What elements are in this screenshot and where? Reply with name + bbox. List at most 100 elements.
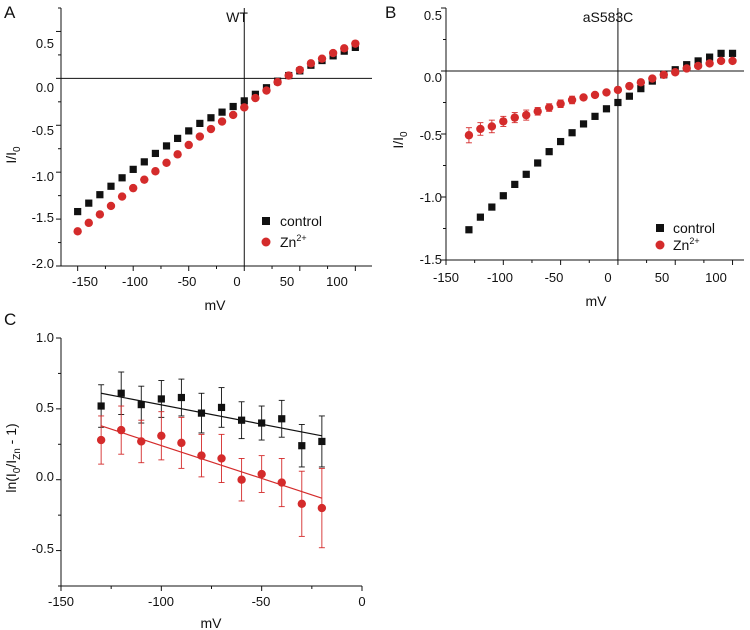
panel-b-zn-point xyxy=(648,74,657,83)
panel-a-legend-zn-main: Zn xyxy=(280,234,296,250)
panel-b-control-point xyxy=(522,170,530,178)
panel-c-y-label-sub1: 0 xyxy=(12,467,23,473)
panel-c-x-axis-label: mV xyxy=(201,615,223,630)
panel-a-axes xyxy=(56,7,372,271)
panel-c-y-tick-label: -0.5 xyxy=(32,541,54,556)
panel-b-zn-point xyxy=(693,61,703,71)
panel-b-x-ticks: -150 -100 -50 0 50 100 xyxy=(433,270,727,285)
panel-b-x-axis-label: mV xyxy=(586,293,608,309)
panel-c-y-label-sub2: Zn xyxy=(12,448,23,460)
panel-b-control-point xyxy=(614,98,622,107)
panel-b-legend-zn-label: Zn2+ xyxy=(673,236,700,253)
panel-b-control-point xyxy=(694,57,702,65)
panel-b-zn-point xyxy=(705,59,714,68)
panel-b-x-tick-label: 0 xyxy=(604,270,611,285)
panel-a-zn-point xyxy=(162,158,171,167)
panel-b-zn-point xyxy=(625,81,634,91)
panel-b-zn-point xyxy=(579,93,588,102)
panel-b-zn-point xyxy=(476,124,485,134)
panel-a-zn-point xyxy=(262,86,271,95)
panel-c-zn-point xyxy=(137,437,146,446)
panel-b-y-axis-label: I/I0 xyxy=(390,131,410,149)
panel-a-zn-point xyxy=(251,93,260,103)
panel-a-control-point xyxy=(129,165,137,173)
panel-a-x-tick-label: -150 xyxy=(72,274,98,289)
panel-a-x-tick-label: 100 xyxy=(326,274,348,289)
panel-c-control-point xyxy=(318,437,326,446)
panel-b-zn-point xyxy=(544,103,554,112)
panel-c-zn-point xyxy=(297,499,306,509)
panel-a-zn-point xyxy=(340,44,349,53)
panel-a-control-point xyxy=(229,102,237,111)
panel-c-control-point xyxy=(197,409,206,417)
panel-a-y-tick-label: -1.5 xyxy=(32,210,54,225)
panel-b-control-point xyxy=(728,49,737,57)
panel-b-plot-area xyxy=(464,49,737,234)
panel-b-legend-control-label: control xyxy=(673,220,715,236)
panel-b-legend-control-marker xyxy=(656,224,664,232)
panel-a-control-point xyxy=(240,97,248,105)
panel-b-control-point xyxy=(476,213,484,221)
panel-c-zn-fit-line xyxy=(100,425,323,499)
panel-c-y-ticks: -0.5 0.0 0.5 1.0 xyxy=(32,330,54,556)
panel-b-legend-zn-sup: 2+ xyxy=(689,236,699,246)
panel-c-y-tick-label: 0.5 xyxy=(36,400,54,415)
panel-c: C -0.5 0.0 0.5 1.0 -150 -100 -50 0 mV ln… xyxy=(3,310,366,630)
panel-c-x-tick-label: 0 xyxy=(358,594,365,609)
panel-b-control-point xyxy=(534,159,542,167)
panel-c-zn-point xyxy=(277,478,286,487)
panel-c-zn-point xyxy=(177,438,186,448)
panel-b-y-tick-label: 0.5 xyxy=(424,8,442,23)
panel-c-control-point xyxy=(298,442,306,450)
panel-b-x-tick-label: -100 xyxy=(487,270,513,285)
panel-c-zn-point xyxy=(317,503,327,513)
panel-a-letter: A xyxy=(4,3,16,22)
panel-c-axes xyxy=(56,337,363,591)
panel-a-zn-point xyxy=(84,218,93,228)
panel-c-control-point xyxy=(117,389,125,397)
panel-b-control-point xyxy=(706,53,714,61)
panel-c-x-tick-label: -50 xyxy=(252,594,271,609)
panel-a-control-point xyxy=(74,207,82,216)
panel-a-control-point xyxy=(174,134,182,143)
panel-a-y-axis-label: I/I0 xyxy=(3,146,23,164)
panel-c-zn-point xyxy=(197,451,206,460)
panel-b-y-ticks: -1.5 -1.0 -0.5 0.0 0.5 xyxy=(420,8,442,267)
panel-b-zn-point xyxy=(671,68,680,77)
panel-c-y-tick-label: 0.0 xyxy=(36,469,54,484)
panel-a-y-label-sub: 0 xyxy=(12,146,23,152)
panel-b-control-point xyxy=(488,203,496,211)
panel-a-y-ticks: -2.0 -1.5 -1.0 -0.5 0.0 0.5 xyxy=(32,36,54,271)
panel-b-control-point xyxy=(602,105,611,113)
panel-a-zn-point xyxy=(151,167,160,176)
panel-c-y-label-post: - 1) xyxy=(3,423,19,448)
panel-a-y-tick-label: -1.0 xyxy=(32,169,54,184)
panel-b-zn-point xyxy=(533,107,542,116)
panel-c-y-label-mid: /I xyxy=(3,460,19,468)
panel-b-control-point xyxy=(557,137,565,146)
panel-a-x-tick-label: 50 xyxy=(280,274,294,289)
panel-b-control-point xyxy=(717,49,725,57)
panel-a-zn-point xyxy=(173,150,182,159)
panel-a-zn-point xyxy=(128,183,138,193)
panel-a-legend-zn-marker xyxy=(261,237,271,247)
panel-c-letter: C xyxy=(4,310,16,329)
panel-b-zn-point xyxy=(613,85,623,95)
panel-b-zn-point xyxy=(602,88,611,97)
panel-b-zn-point xyxy=(522,110,531,120)
panel-b-y-tick-label: 0.0 xyxy=(424,70,442,85)
panel-b-y-tick-label: -1.5 xyxy=(420,252,442,267)
panel-b-zn-point xyxy=(487,122,497,131)
panel-b-x-tick-label: 50 xyxy=(655,270,669,285)
panel-b-legend-zn-main: Zn xyxy=(673,237,689,253)
panel-c-y-label-pre: ln(I xyxy=(3,473,19,492)
panel-a-legend-control-label: control xyxy=(280,213,322,229)
panel-b-zn-point xyxy=(682,64,691,73)
panel-a-zn-point xyxy=(195,132,205,141)
panel-c-control-point xyxy=(258,419,266,427)
panel-b-y-label-main: I/I xyxy=(390,137,406,149)
panel-b-control-point xyxy=(579,120,588,128)
panel-b-x-tick-label: -150 xyxy=(433,270,459,285)
panel-c-zn-point xyxy=(96,435,106,445)
